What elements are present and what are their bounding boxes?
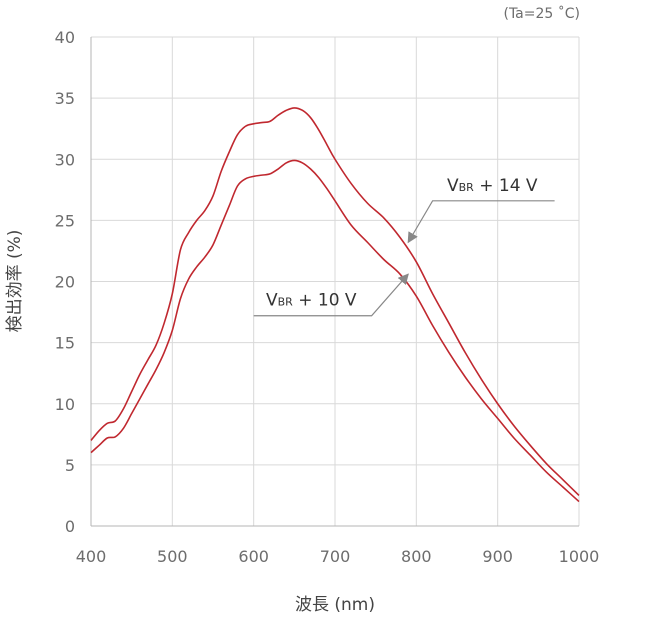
y-tick-label: 35 — [55, 89, 75, 108]
x-axis-label: 波長 (nm) — [295, 595, 375, 615]
y-tick-label: 40 — [55, 28, 75, 47]
y-tick-label: 0 — [65, 517, 75, 536]
series-label-0: VBR + 14 V — [447, 176, 538, 196]
y-tick-label: 25 — [55, 211, 75, 230]
x-tick-label: 900 — [482, 547, 513, 566]
x-tick-label: 400 — [76, 547, 107, 566]
x-tick-label: 500 — [157, 547, 188, 566]
series-label-1: VBR + 10 V — [266, 291, 357, 311]
annotation-leader-1 — [253, 273, 409, 317]
series-line-1 — [90, 159, 580, 503]
y-tick-label: 5 — [65, 456, 75, 475]
y-tick-label: 20 — [55, 273, 75, 292]
x-tick-label: 600 — [238, 547, 269, 566]
y-tick-label: 10 — [55, 395, 75, 414]
grid — [91, 36, 580, 526]
annotation-leader-0 — [407, 200, 555, 244]
x-tick-label: 1000 — [559, 547, 600, 566]
annotations: VBR + 14 V VBR + 10 V — [253, 176, 555, 317]
y-tick-label: 30 — [55, 150, 75, 169]
x-tick-label: 700 — [320, 547, 351, 566]
series-line-0 — [90, 107, 580, 497]
x-tick-label: 800 — [401, 547, 432, 566]
y-axis-label: 検出効率 (%) — [5, 230, 25, 333]
measurement-condition: (Ta=25 ˚C) — [503, 5, 580, 22]
y-tick-label: 15 — [55, 334, 75, 353]
axes: 0 5 10 15 20 25 30 35 40 400 500 600 700 800 900 1000 — [55, 28, 600, 566]
series-lines — [90, 107, 580, 503]
